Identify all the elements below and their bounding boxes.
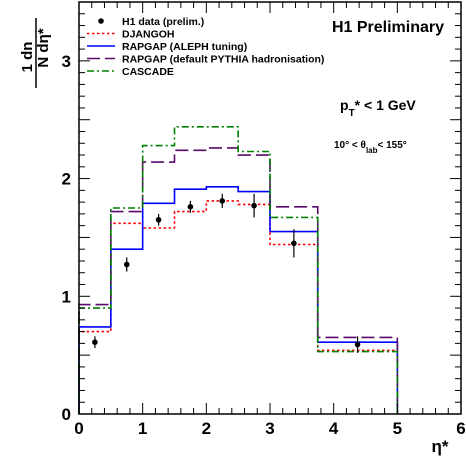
data-marker bbox=[187, 204, 194, 210]
axes: 0 1 2 3 4 5 6 0 1 2 3 bbox=[62, 1, 466, 438]
data-point bbox=[291, 229, 297, 258]
legend-item: DJANGOH bbox=[87, 29, 175, 41]
y-tick-label: 2 bbox=[62, 170, 71, 189]
legend-label: H1 data (prelim.) bbox=[122, 16, 204, 28]
series-rapgap-aleph-tuning bbox=[78, 186, 399, 414]
data-marker bbox=[354, 341, 361, 348]
legend-item: H1 data (prelim.) bbox=[98, 16, 204, 28]
data-marker bbox=[155, 216, 162, 223]
x-tick-label: 6 bbox=[456, 419, 465, 438]
data-point bbox=[155, 213, 162, 226]
chart-title: H1 Preliminary bbox=[332, 19, 444, 36]
legend-item: RAPGAP (ALEPH tuning) bbox=[87, 41, 247, 53]
data-point bbox=[123, 257, 130, 272]
data-point bbox=[92, 336, 98, 349]
data-point bbox=[219, 193, 226, 208]
y-axis-label-denominator: N dη* bbox=[35, 28, 52, 67]
x-tick-label: 3 bbox=[265, 419, 274, 438]
legend-label: CASCADE bbox=[122, 66, 174, 78]
pt-cut-annotation: pT* < 1 GeV bbox=[340, 97, 416, 119]
legend-label: RAPGAP (default PYTHIA hadronisation) bbox=[122, 54, 324, 66]
data-point bbox=[187, 200, 194, 213]
legend-label: DJANGOH bbox=[122, 29, 175, 41]
y-axis-label: 1 dn N dη* bbox=[19, 18, 52, 88]
data-marker bbox=[251, 202, 257, 209]
data-marker bbox=[123, 261, 130, 268]
series-rapgap-default-pythia-hadronisation bbox=[78, 147, 399, 414]
data-marker bbox=[219, 198, 226, 204]
x-tick-label: 0 bbox=[74, 419, 83, 438]
data-marker bbox=[291, 240, 297, 247]
y-axis-label-numerator: 1 dn bbox=[19, 42, 36, 73]
data-marker bbox=[92, 339, 98, 345]
data-point bbox=[354, 336, 361, 353]
x-axis-label: η* bbox=[432, 437, 449, 456]
x-tick-label: 1 bbox=[138, 419, 147, 438]
theta-cut-annotation: 10° < θlab< 155° bbox=[334, 140, 407, 155]
legend-marker bbox=[98, 18, 104, 24]
legend-item: CASCADE bbox=[87, 66, 174, 78]
legend-item: RAPGAP (default PYTHIA hadronisation) bbox=[87, 54, 324, 66]
series-djangoh bbox=[78, 200, 399, 414]
plot-area bbox=[78, 125, 399, 414]
x-tick-label: 4 bbox=[329, 419, 339, 438]
y-tick-label: 1 bbox=[62, 287, 71, 306]
legend-label: RAPGAP (ALEPH tuning) bbox=[122, 41, 247, 53]
data-point bbox=[251, 193, 257, 218]
y-tick-label: 0 bbox=[62, 405, 71, 424]
series-cascade bbox=[78, 125, 399, 414]
x-tick-label: 5 bbox=[393, 419, 402, 438]
y-tick-label: 3 bbox=[62, 52, 71, 71]
x-tick-label: 2 bbox=[202, 419, 211, 438]
